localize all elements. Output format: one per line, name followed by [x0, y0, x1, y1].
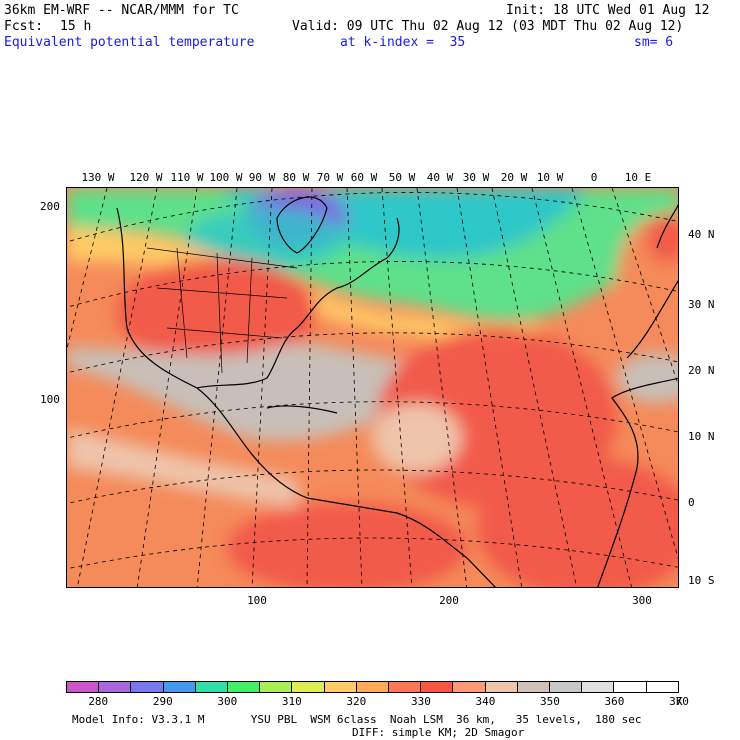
grid-y-label-200: 200: [40, 200, 60, 213]
longitude-label: 20 W: [500, 171, 528, 184]
colorbar-swatch: [421, 682, 454, 692]
longitude-label: 90 W: [248, 171, 276, 184]
map-canvas: [67, 188, 678, 587]
neutral-tropics: [67, 343, 426, 441]
longitude-label: 130 W: [81, 171, 115, 184]
latitude-label: 10 N: [688, 430, 715, 443]
colorbar-label: 300: [217, 695, 238, 708]
colorbar-swatch: [356, 682, 390, 692]
colorbar-swatch: [453, 682, 486, 692]
colorbar-swatch: [292, 682, 325, 692]
colorbar-label: 350: [540, 695, 560, 708]
longitude-label: 120 W: [129, 171, 163, 184]
colorbar-swatch: [324, 682, 357, 692]
grid-x-label-300: 300: [632, 594, 652, 607]
colorbar-swatch: [260, 682, 293, 692]
colorbar-swatch: [131, 682, 164, 692]
colorbar-swatch: [67, 682, 100, 692]
longitude-label: 10 W: [536, 171, 564, 184]
field-name: Equivalent potential temperature: [4, 35, 255, 50]
grid-y-label-100: 100: [40, 393, 60, 406]
longitude-label: 70 W: [316, 171, 344, 184]
model-title: 36km EM-WRF -- NCAR/MMM for TC: [4, 3, 239, 18]
colorbar-label: 360: [604, 695, 625, 708]
forecast-hour: 15 h: [60, 19, 92, 34]
colorbar-label: 370: [669, 695, 689, 708]
level-info: at k-index = 35: [340, 35, 466, 50]
colorbar-swatch: [550, 682, 583, 692]
latitude-label: 30 N: [688, 298, 715, 311]
longitude-label: 40 W: [426, 171, 454, 184]
latitude-label: 10 S: [688, 574, 715, 587]
colorbar-swatch: [228, 682, 261, 692]
colorbar-swatch: [485, 682, 518, 692]
colorbar-swatch: [163, 682, 196, 692]
colorbar-swatch: [646, 682, 678, 692]
colorbar-swatch: [582, 682, 615, 692]
longitude-label: 50 W: [388, 171, 416, 184]
longitude-label: 60 W: [350, 171, 378, 184]
colorbar-label: 340: [475, 695, 496, 708]
coastlines: [116, 196, 678, 587]
longitude-label: 80 W: [282, 171, 310, 184]
latitude-label: 40 N: [688, 228, 715, 241]
colorbar-swatch: [614, 682, 647, 692]
colorbar-label: 280: [88, 695, 109, 708]
longitude-label: 0: [590, 171, 598, 184]
model-info: Model Info: V3.3.1 M YSU PBL WSM 6class …: [72, 713, 642, 726]
longitude-label: 100 W: [209, 171, 243, 184]
colorbar-label: 320: [346, 695, 367, 708]
colorbar-swatch: [195, 682, 229, 692]
state-borders: [146, 247, 298, 374]
colorbar-label: 290: [152, 695, 173, 708]
latitude-label: 0: [688, 496, 695, 509]
colorbar-swatch: [389, 682, 422, 692]
smoothing-info: sm= 6: [634, 35, 674, 50]
grid-x-label-100: 100: [247, 594, 267, 607]
latitude-label: 20 N: [688, 364, 715, 377]
colorbar: [66, 681, 679, 693]
diffusion-info: DIFF: simple KM; 2D Smagor: [352, 726, 525, 739]
init-time: Init: 18 UTC Wed 01 Aug 12: [506, 3, 710, 18]
colorbar-swatch: [517, 682, 551, 692]
colorbar-label: 310: [281, 695, 302, 708]
colorbar-label: 330: [410, 695, 431, 708]
longitude-label: 30 W: [462, 171, 490, 184]
colorbar-unit: K: [676, 695, 683, 708]
forecast-label: Fcst:: [4, 19, 44, 34]
colorbar-swatch: [99, 682, 132, 692]
longitude-label: 110 W: [170, 171, 204, 184]
theta-e-map: [66, 187, 679, 588]
grid-x-label-200: 200: [439, 594, 459, 607]
longitude-label: 10 E: [624, 171, 652, 184]
graticule: [67, 188, 678, 587]
valid-time: Valid: 09 UTC Thu 02 Aug 12 (03 MDT Thu …: [292, 19, 684, 34]
